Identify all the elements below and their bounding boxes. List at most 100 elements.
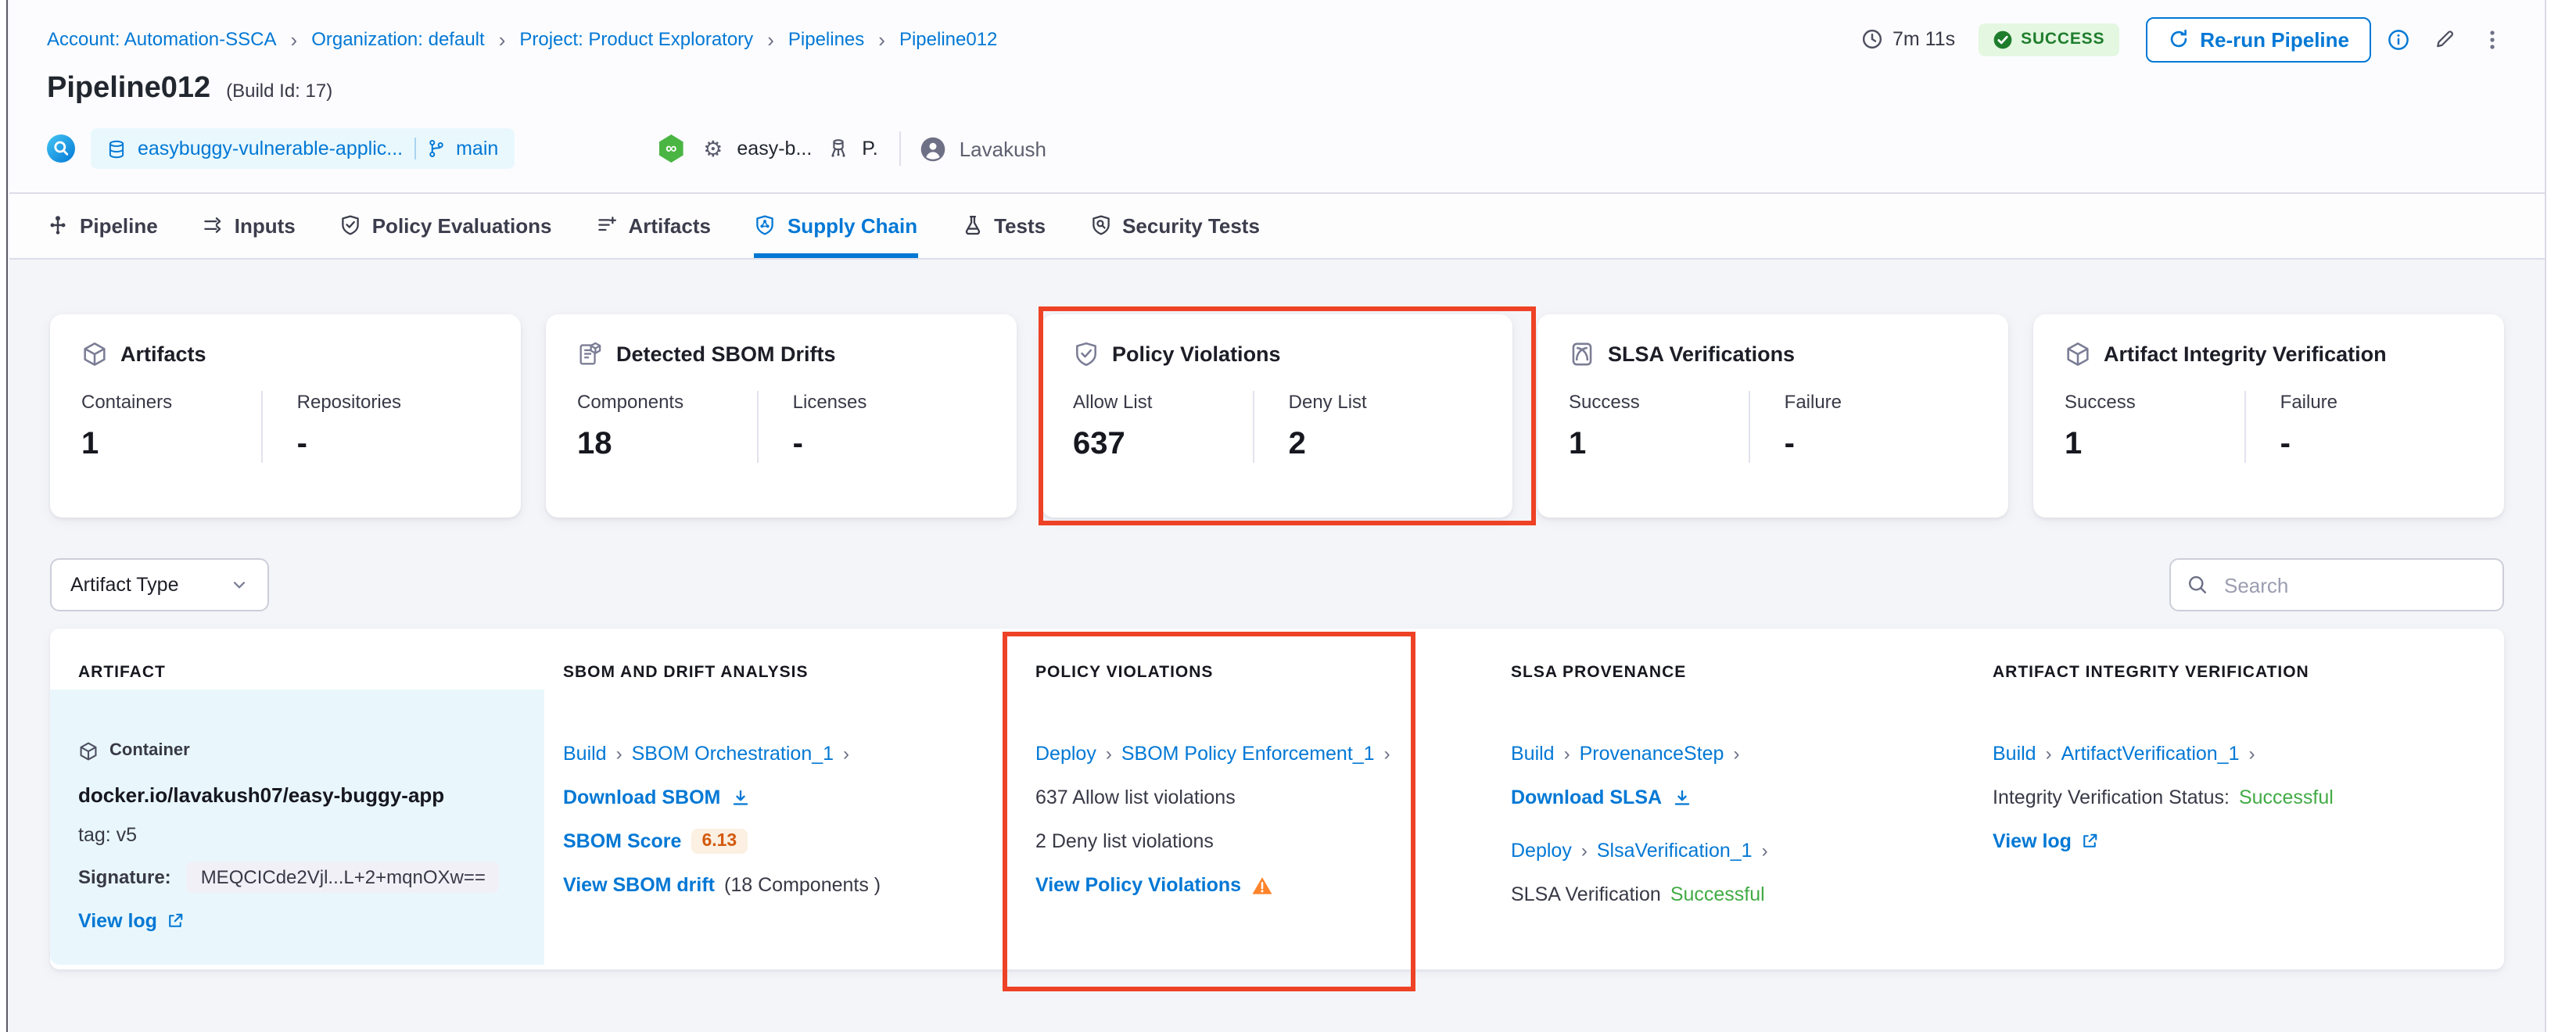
tab-pipeline[interactable]: Pipeline [47, 194, 158, 258]
stat-label: Success [2065, 391, 2136, 413]
download-slsa-link[interactable]: Download SLSA [1511, 787, 1692, 808]
breadcrumb-separator: › [767, 27, 774, 51]
search-icon [2187, 574, 2208, 596]
cell-slsa-provenance: Build › ProvenanceStep › Download SLSA [1511, 690, 1993, 965]
breadcrumb-pipeline012[interactable]: Pipeline012 [899, 28, 998, 50]
stat-containers: Containers 1 [81, 391, 261, 463]
artifact-name: docker.io/lavakush07/easy-buggy-app [78, 783, 445, 806]
step-link[interactable]: SlsaVerification_1 [1596, 840, 1753, 862]
stat-success: Success 1 [2065, 391, 2244, 463]
pipeline-icon [47, 214, 69, 236]
stat-label: Failure [1784, 391, 1842, 413]
step-link[interactable]: SBOM Policy Enforcement_1 [1121, 743, 1375, 765]
card-title: Detected SBOM Drifts [616, 342, 836, 366]
stat-value: - [2280, 427, 2291, 461]
view-policy-violations-label: View Policy Violations [1035, 874, 1242, 896]
stat-label: Success [1569, 391, 1640, 413]
pill-divider [414, 138, 416, 159]
tab-policy-evaluations[interactable]: Policy Evaluations [339, 194, 551, 258]
sbom-score-link[interactable]: SBOM Score [563, 830, 681, 852]
chevron-down-icon [230, 575, 249, 594]
tab-security-tests[interactable]: Security Tests [1089, 194, 1260, 258]
download-sbom-link[interactable]: Download SBOM [563, 787, 750, 808]
branch-name[interactable]: main [456, 138, 499, 159]
tab-artifacts[interactable]: Artifacts [595, 194, 711, 258]
repo-name[interactable]: easybuggy-vulnerable-applic... [138, 138, 404, 159]
stage-link[interactable]: Deploy [1511, 840, 1572, 862]
breadcrumb-account[interactable]: Account: Automation-SSCA [47, 28, 277, 50]
view-policy-violations-link[interactable]: View Policy Violations [1035, 874, 1241, 896]
external-link-icon [2081, 832, 2100, 851]
stat-repositories: Repositories - [260, 391, 490, 463]
step-link[interactable]: ArtifactVerification_1 [2061, 743, 2240, 765]
signature-value[interactable]: MEQCICde2Vjl...L+2+mqnOXw== [186, 862, 500, 893]
artifact-tag: tag: v5 [78, 824, 138, 846]
breadcrumb: Account: Automation-SSCA › Organization:… [47, 27, 997, 51]
shield-check-icon [1073, 341, 1100, 367]
breadcrumb-separator: › [878, 27, 885, 51]
clock-icon [1861, 28, 1883, 50]
col-policy-violations: POLICY VIOLATIONS [1035, 663, 1214, 682]
allow-list-violations: 637 Allow list violations [1035, 787, 1236, 808]
step-link[interactable]: SBOM Orchestration_1 [631, 743, 834, 765]
stat-label: Components [577, 391, 684, 413]
triggered-by-user: Lavakush [959, 137, 1046, 160]
more-options-icon[interactable] [2481, 27, 2504, 51]
stat-value: 18 [577, 427, 612, 461]
chevron-right-icon: › [843, 743, 850, 765]
execution-actions: 7m 11s SUCCESS Re-run Pipeline [1861, 16, 2504, 62]
sbom-score-label: SBOM Score [563, 830, 682, 852]
info-icon[interactable] [2387, 27, 2410, 51]
chevron-right-icon: › [1733, 743, 1740, 765]
stage-link[interactable]: Build [1993, 743, 2036, 765]
col-sbom-drift: SBOM AND DRIFT ANALYSIS [563, 663, 809, 682]
table-row: Container docker.io/lavakush07/easy-bugg… [50, 690, 2504, 965]
card-artifacts: Artifacts Containers 1 Repositories - [50, 314, 521, 518]
trigger-short-name: P. [862, 138, 878, 159]
execution-tabs: Pipeline Inputs Policy Evaluations Artif… [9, 194, 2545, 260]
search-input[interactable] [2221, 572, 2487, 598]
chevron-right-icon: › [1580, 840, 1588, 862]
breadcrumb-separator: › [498, 27, 506, 51]
view-sbom-drift-link[interactable]: View SBOM drift [563, 874, 715, 896]
tab-label: Supply Chain [787, 213, 918, 237]
execution-meta-row: easybuggy-vulnerable-applic... main ∞ ⚙ … [47, 128, 2504, 169]
slsa-verification-label: SLSA Verification [1511, 883, 1661, 905]
stage-link[interactable]: Deploy [1035, 743, 1096, 765]
vertical-scrollbar[interactable] [2545, 0, 2576, 1032]
tab-tests[interactable]: Tests [961, 194, 1046, 258]
gear-icon: ⚙ [703, 136, 723, 161]
git-branch-icon [426, 139, 445, 158]
stat-deny-list: Deny List 2 [1252, 391, 1481, 463]
user-avatar-icon [920, 135, 947, 162]
stat-value: 637 [1073, 427, 1125, 461]
rerun-pipeline-button[interactable]: Re-run Pipeline [2145, 16, 2371, 62]
edit-pipeline-icon[interactable] [2434, 28, 2456, 50]
signature-label: Signature: [78, 866, 171, 888]
status-badge-label: SUCCESS [2021, 30, 2105, 48]
deny-list-violations: 2 Deny list violations [1035, 830, 1214, 852]
step-link[interactable]: ProvenanceStep [1579, 743, 1724, 765]
stage-link[interactable]: Build [563, 743, 607, 765]
view-log-link[interactable]: View log [78, 910, 185, 932]
shield-check-icon [339, 214, 361, 236]
stat-label: Deny List [1288, 391, 1367, 413]
stat-failure: Failure - [1748, 391, 1977, 463]
tab-inputs[interactable]: Inputs [202, 194, 296, 258]
view-log-link[interactable]: View log [1993, 830, 2100, 852]
view-sbom-drift-label: View SBOM drift [563, 874, 716, 896]
refresh-icon [2167, 28, 2189, 50]
meta-divider [899, 131, 902, 166]
breadcrumb-project[interactable]: Project: Product Exploratory [519, 28, 754, 50]
artifact-type-select[interactable]: Artifact Type [50, 558, 269, 611]
stage-link[interactable]: Build [1511, 743, 1555, 765]
tab-label: Artifacts [628, 213, 711, 237]
tab-supply-chain[interactable]: Supply Chain [754, 194, 918, 258]
duration-text: 7m 11s [1893, 28, 1956, 50]
status-badge: SUCCESS [1979, 23, 2119, 56]
col-artifact: ARTIFACT [78, 663, 166, 682]
infinity-glyph: ∞ [666, 140, 677, 157]
breadcrumb-organization[interactable]: Organization: default [311, 28, 485, 50]
breadcrumb-pipelines[interactable]: Pipelines [788, 28, 865, 50]
